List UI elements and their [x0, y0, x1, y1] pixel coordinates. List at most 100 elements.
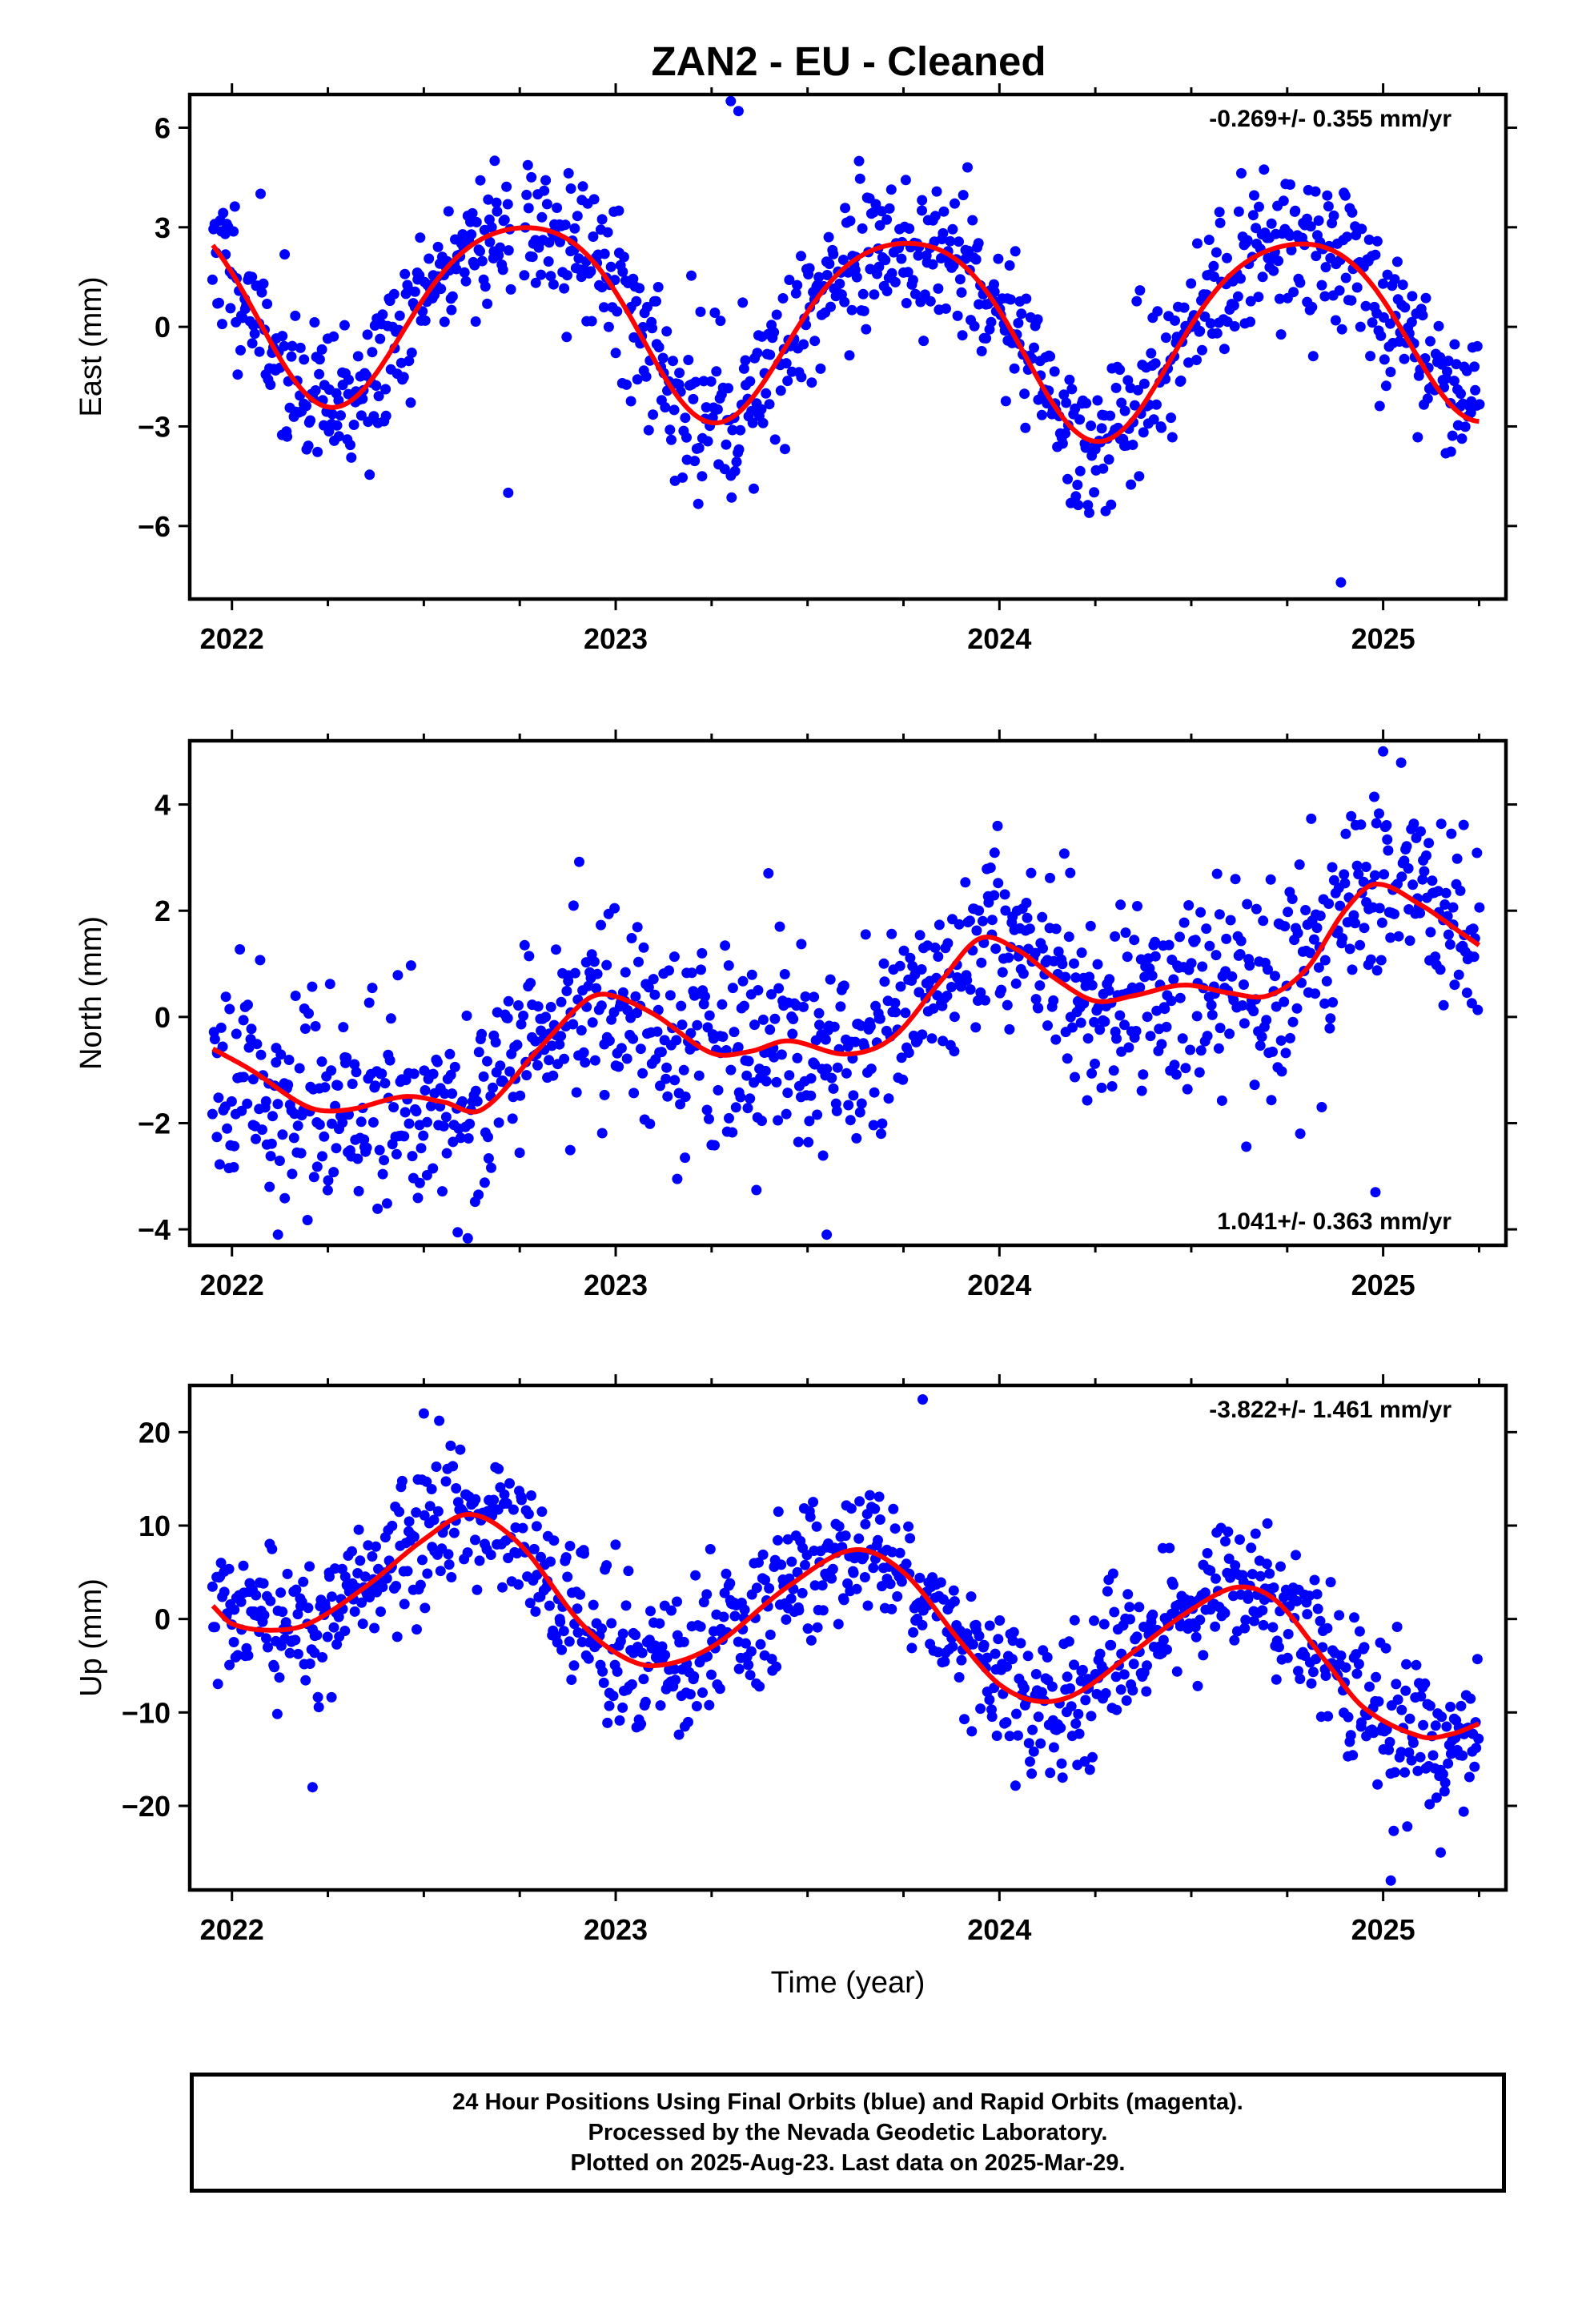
north-point: [1161, 1021, 1172, 1032]
north-point: [1186, 958, 1197, 969]
north-point: [860, 929, 871, 940]
north-point: [686, 967, 697, 979]
north-point: [1468, 923, 1479, 935]
east-xtick-label: 2023: [584, 622, 648, 655]
up-point: [415, 1579, 426, 1590]
east-point: [380, 384, 391, 395]
east-point: [1259, 164, 1270, 175]
up-point: [304, 1659, 315, 1669]
north-point: [556, 1031, 567, 1042]
east-point: [1103, 454, 1114, 465]
east-point: [868, 207, 879, 218]
north-point: [1249, 1080, 1260, 1091]
north-point: [1082, 1095, 1093, 1106]
east-point: [1166, 432, 1178, 443]
east-point: [1005, 294, 1016, 305]
up-point: [666, 1605, 677, 1616]
up-ytick-label: 20: [139, 1416, 171, 1449]
up-point: [576, 1636, 588, 1647]
east-point: [1367, 317, 1378, 328]
north-point: [669, 1075, 681, 1086]
north-point: [1078, 998, 1090, 1009]
east-point: [689, 456, 701, 467]
north-point: [933, 951, 944, 962]
north-point: [1404, 935, 1415, 947]
north-point: [907, 961, 918, 971]
up-point: [766, 1654, 777, 1665]
up-point: [1388, 1825, 1399, 1836]
north-point: [700, 991, 710, 1002]
up-point: [754, 1681, 765, 1692]
up-point: [1456, 1700, 1467, 1711]
up-point: [444, 1559, 455, 1570]
north-xtick-label: 2024: [967, 1269, 1031, 1301]
north-point: [599, 1089, 610, 1100]
plot-title: ZAN2 - EU - Cleaned: [651, 38, 1046, 84]
up-point: [488, 1494, 500, 1506]
north-point: [1000, 905, 1011, 916]
north-point: [437, 1186, 448, 1197]
north-point: [1185, 1044, 1196, 1055]
east-point: [1126, 479, 1137, 490]
north-point: [1182, 1084, 1193, 1095]
up-point: [1295, 1674, 1306, 1684]
up-point: [243, 1650, 254, 1661]
north-point: [1045, 872, 1055, 883]
up-point: [391, 1581, 402, 1591]
up-point: [1258, 1619, 1269, 1630]
north-point: [914, 930, 926, 941]
up-point: [620, 1600, 632, 1611]
north-point: [361, 1142, 372, 1153]
north-point: [896, 1052, 907, 1063]
north-point: [1369, 870, 1380, 881]
east-point: [1160, 332, 1171, 344]
up-point: [874, 1514, 885, 1525]
up-point: [1351, 1668, 1363, 1679]
north-point: [1313, 962, 1324, 973]
north-point: [1033, 1003, 1044, 1014]
east-point: [634, 283, 645, 294]
north-point: [773, 1115, 784, 1126]
up-point: [614, 1715, 625, 1726]
up-point: [1035, 1738, 1046, 1749]
east-point: [1407, 291, 1418, 302]
east-point: [314, 354, 325, 365]
north-point: [1339, 878, 1351, 889]
north-point: [1166, 995, 1177, 1007]
north-point: [235, 944, 246, 955]
east-point: [1391, 256, 1403, 267]
east-point: [1016, 308, 1027, 320]
east-point: [648, 409, 659, 420]
up-point: [347, 1546, 357, 1557]
up-point: [292, 1609, 303, 1620]
up-point: [548, 1535, 560, 1546]
up-point: [1089, 1615, 1099, 1626]
east-point: [1152, 306, 1163, 317]
east-point: [327, 408, 338, 420]
up-point: [905, 1533, 916, 1544]
up-point: [1239, 1622, 1251, 1634]
up-point: [1247, 1569, 1258, 1580]
north-point: [422, 1116, 432, 1128]
north-point: [886, 928, 897, 939]
east-point: [690, 376, 701, 388]
north-point: [1453, 969, 1464, 980]
north-point: [1136, 1085, 1147, 1096]
east-point: [1399, 353, 1410, 364]
north-point: [798, 1001, 809, 1012]
east-point: [844, 350, 855, 361]
east-point: [1313, 215, 1324, 226]
up-point: [1471, 1743, 1482, 1754]
north-point: [949, 1011, 960, 1023]
up-point: [1046, 1681, 1058, 1692]
up-point: [792, 1566, 803, 1578]
up-point: [562, 1571, 573, 1582]
north-point: [965, 984, 976, 995]
north-point: [457, 1096, 468, 1107]
east-point: [625, 396, 636, 407]
east-point: [947, 223, 958, 235]
north-point: [854, 1107, 865, 1118]
up-point: [966, 1591, 977, 1602]
north-point: [1435, 818, 1447, 830]
up-point: [485, 1550, 496, 1560]
